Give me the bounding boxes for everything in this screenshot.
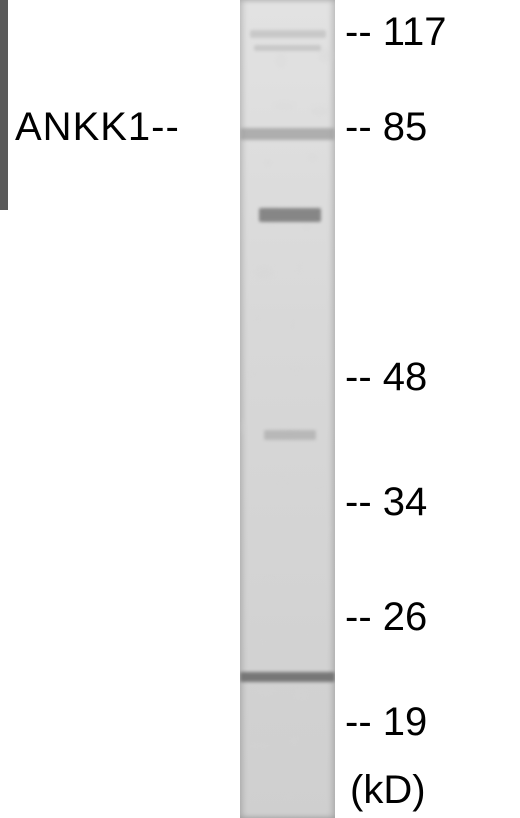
noise-spot [276, 472, 289, 485]
noise-spot [266, 578, 273, 583]
blot-band [250, 30, 326, 38]
mw-marker-label: -- 26 [345, 595, 427, 640]
noise-spot [258, 636, 267, 652]
western-blot-figure: ANKK1-- -- 117-- 85-- 48-- 34-- 26-- 19 … [0, 0, 520, 818]
noise-spot [240, 0, 245, 4]
noise-spot [297, 260, 302, 274]
noise-spot [310, 106, 329, 117]
blot-lane [240, 0, 335, 818]
mw-marker-label: -- 48 [345, 355, 427, 400]
noise-spot [244, 371, 258, 377]
noise-spot [265, 159, 271, 166]
mw-marker-label: -- 19 [345, 700, 427, 745]
left-lane-edge [0, 0, 8, 210]
noise-spot [290, 737, 298, 745]
blot-band [259, 208, 321, 222]
noise-spot [293, 689, 309, 701]
protein-label: ANKK1-- [15, 105, 180, 150]
noise-spot [304, 583, 326, 588]
mw-marker-label: -- 85 [345, 105, 427, 150]
noise-spot [269, 530, 284, 539]
mw-marker-label: -- 34 [345, 480, 427, 525]
noise-spot [289, 318, 296, 328]
mw-marker-label: -- 117 [345, 10, 447, 55]
noise-spot [311, 525, 331, 534]
noise-spot [248, 742, 271, 750]
protein-name-text: ANKK1 [15, 105, 151, 149]
noise-spot [283, 795, 293, 799]
noise-spot [287, 366, 306, 372]
unit-label: (kD) [350, 768, 426, 813]
blot-band [264, 430, 316, 440]
noise-spot [307, 154, 318, 161]
noise-spot [241, 419, 247, 436]
noise-spot [275, 53, 287, 68]
noise-spot [301, 631, 315, 647]
blot-band [240, 672, 335, 682]
noise-spot [255, 684, 276, 696]
noise-spot [314, 477, 322, 490]
noise-spot [254, 265, 274, 279]
noise-spot [272, 101, 296, 112]
protein-label-dashes: -- [151, 105, 180, 149]
noise-spot [251, 313, 263, 323]
blot-band [254, 45, 321, 51]
blot-band [240, 128, 335, 140]
